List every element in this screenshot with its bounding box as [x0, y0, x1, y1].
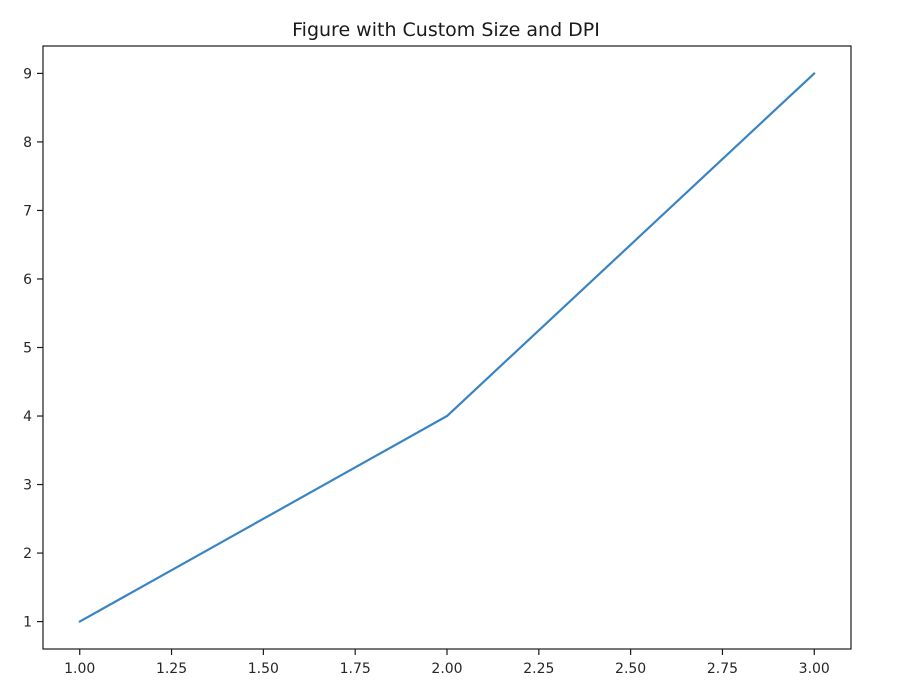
- y-tick-label: 7: [23, 203, 32, 219]
- y-tick-label: 1: [23, 615, 32, 631]
- plot-area: [42, 45, 852, 650]
- x-tick-label: 2.25: [523, 661, 554, 677]
- x-tick-label: 2.75: [707, 661, 738, 677]
- y-tick-label: 5: [23, 341, 32, 357]
- series-layer: [78, 72, 816, 623]
- y-tick-label: 4: [23, 409, 32, 425]
- y-tick-label: 3: [23, 478, 32, 494]
- x-tick-label: 1.75: [340, 661, 371, 677]
- series-line-0: [78, 72, 816, 623]
- y-axis: 1 2 3 4 5 6 7 8 9: [23, 66, 43, 631]
- x-tick-label: 1.00: [64, 661, 95, 677]
- y-tick-label: 6: [23, 272, 32, 288]
- y-tick-label: 9: [23, 66, 32, 82]
- x-tick-label: 1.25: [156, 661, 187, 677]
- x-tick-label: 2.50: [615, 661, 646, 677]
- axes-frame: [42, 45, 852, 650]
- chart-title: Figure with Custom Size and DPI: [292, 19, 600, 41]
- x-tick-label: 2.00: [431, 661, 462, 677]
- x-tick-label: 3.00: [799, 661, 830, 677]
- y-tick-label: 2: [23, 546, 32, 562]
- x-tick-label: 1.50: [248, 661, 279, 677]
- x-axis: 1.00 1.25 1.50 1.75 2.00 2.25 2.50 2.75 3.00: [64, 649, 830, 677]
- y-tick-label: 8: [23, 135, 32, 151]
